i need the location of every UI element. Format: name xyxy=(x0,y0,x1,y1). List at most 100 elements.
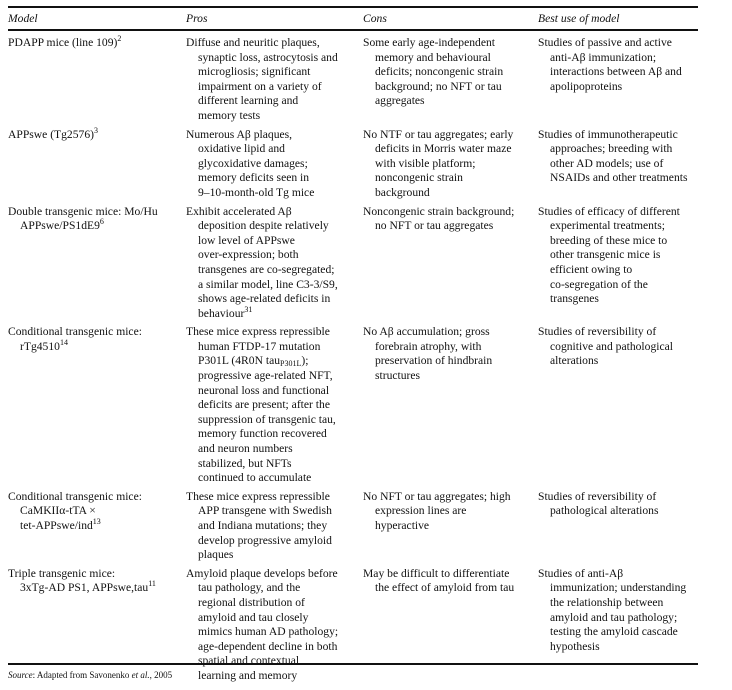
cell-line: expression lines are xyxy=(375,504,467,518)
cell-line: transgenes are co-segregated; xyxy=(198,262,335,276)
cons-cell: Noncongenic strain background; no NFT or … xyxy=(363,205,538,322)
cell-line: background xyxy=(375,185,430,199)
cell-line: pathological alterations xyxy=(550,504,659,518)
cell-line: Diffuse and neuritic plaques, xyxy=(186,36,320,49)
cell-line: with visible platform; xyxy=(375,156,476,170)
cell-line: hyperactive xyxy=(375,519,430,532)
bottom-rule xyxy=(8,663,698,665)
cell-line: tau pathology, and the xyxy=(198,581,301,595)
line-text: ); xyxy=(301,354,309,368)
cell-line: Studies of reversibility of xyxy=(538,489,657,503)
cell-line: efficient owing to xyxy=(550,262,633,276)
cons-cell: No NTF or tau aggregates; early deficits … xyxy=(363,128,538,201)
best-use-cell: Studies of passive and active anti-Aβ imm… xyxy=(538,36,698,124)
table-row: Double transgenic mice: Mo/Hu APPswe/PS1d… xyxy=(8,202,698,323)
cell-line: anti-Aβ immunization; xyxy=(550,50,657,64)
cell-line: a similar model, line C3-3/S9, xyxy=(198,277,338,291)
cons-cell: No NFT or tau aggregates; high expression… xyxy=(363,490,538,563)
cell-line: Studies of reversibility of xyxy=(538,325,657,339)
cell-line: deficits; noncongenic strain xyxy=(375,65,504,79)
cell-line: NSAIDs and other treatments xyxy=(550,171,688,185)
cell-line: P301L (4R0N tauP301L); xyxy=(186,354,363,369)
source-year: , 2005 xyxy=(149,670,173,680)
cell-line: develop progressive amyloid xyxy=(198,533,332,547)
reference-superscript: 11 xyxy=(148,579,156,589)
cell-line: different learning and xyxy=(198,94,299,108)
cell-line: regional distribution of xyxy=(198,595,305,609)
cell-line: breeding of these mice to xyxy=(550,233,668,247)
pros-cell: Numerous Aβ plaques, oxidative lipid and g… xyxy=(186,128,363,201)
cell-line: stabilized, but NFTs xyxy=(198,456,292,470)
cell-line: preservation of hindbrain xyxy=(375,354,493,368)
reference-superscript: 13 xyxy=(92,517,101,526)
cell-line: spatial and contextual xyxy=(198,654,300,668)
cell-line: Studies of passive and active xyxy=(538,36,672,49)
cell-line: memory and behavioural xyxy=(375,50,491,64)
best-use-cell: Studies of reversibility of pathological … xyxy=(538,490,698,563)
cell-line: transgenes xyxy=(550,292,599,306)
top-rule xyxy=(8,6,698,8)
reference-superscript: 3 xyxy=(94,125,98,135)
cell-line: Exhibit accelerated Aβ xyxy=(186,204,292,218)
cell-line: human FTDP-17 mutation xyxy=(198,339,321,353)
model-cell: Double transgenic mice: Mo/Hu APPswe/PS1d… xyxy=(8,205,186,322)
cell-line: These mice express repressible xyxy=(186,325,330,339)
cell-line: No Aβ accumulation; gross xyxy=(363,325,490,339)
best-use-cell: Studies of efficacy of different experime… xyxy=(538,205,698,322)
cell-line: APPswe/PS1dE96 xyxy=(8,218,186,234)
cell-line: alterations xyxy=(550,354,599,368)
cell-line: Triple transgenic mice: xyxy=(8,566,116,580)
header-model: Model xyxy=(8,12,38,25)
pros-cell: Diffuse and neuritic plaques, synaptic lo… xyxy=(186,36,363,124)
cell-line: age-dependent decline in both xyxy=(198,639,338,653)
model-cell: APPswe (Tg2576)3 xyxy=(8,125,186,201)
cell-line: glycoxidative damages; xyxy=(198,156,308,170)
cell-line: structures xyxy=(375,369,421,383)
cons-cell: May be difficult to differentiate the eff… xyxy=(363,567,538,684)
source-etal: et al. xyxy=(131,670,150,680)
cons-cell: Some early age-independent memory and beh… xyxy=(363,36,538,124)
cell-line: background; no NFT or tau xyxy=(375,79,502,93)
table-row: PDAPP mice (line 109)2 Diffuse and neurit… xyxy=(8,33,698,125)
model-cell: Triple transgenic mice: 3xTg-AD PS1, APPs… xyxy=(8,567,186,684)
cell-line: neuronal loss and functional xyxy=(198,383,330,397)
cell-line: CaMKIIα-tTA × xyxy=(20,504,96,518)
cell-line: approaches; breeding with xyxy=(550,142,673,156)
best-use-cell: Studies of reversibility of cognitive and… xyxy=(538,325,698,486)
cell-line: Studies of immunotherapeutic xyxy=(538,127,678,141)
header-best-use: Best use of model xyxy=(538,12,620,25)
cell-line: other transgenic mice is xyxy=(550,248,661,262)
cell-line: May be difficult to differentiate xyxy=(363,566,510,580)
cell-line: interactions between Aβ and xyxy=(550,65,682,79)
cell-line: memory tests xyxy=(198,108,261,122)
cell-line: tet-APPswe/ind13 xyxy=(8,517,186,534)
cell-line: apolipoproteins xyxy=(550,79,623,93)
line-text: APPswe/PS1dE9 xyxy=(20,219,100,233)
cell-line: the effect of amyloid from tau xyxy=(375,581,515,595)
cell-line: Conditional transgenic mice: xyxy=(8,325,142,339)
cell-line: deposition despite relatively xyxy=(198,219,329,233)
cell-line: 3xTg-AD PS1, APPswe,tau11 xyxy=(8,579,186,596)
cell-line: synaptic loss, astrocytosis and xyxy=(198,50,338,64)
table-row: Conditional transgenic mice: CaMKIIα-tTA … xyxy=(8,487,698,564)
cell-line: continued to accumulate xyxy=(198,471,312,485)
cell-line: deficits in Morris water maze xyxy=(375,142,512,156)
cell-line: deficits are present; after the xyxy=(198,398,330,412)
cell-line: No NFT or tau aggregates; high xyxy=(363,489,511,503)
reference-superscript: 2 xyxy=(117,34,122,43)
cell-line: forebrain atrophy, with xyxy=(375,339,482,353)
cell-line: suppression of transgenic tau, xyxy=(198,412,336,426)
mouse-models-table: Model Pros Cons Best use of model PDAPP … xyxy=(8,12,698,685)
cell-line: APPswe (Tg2576)3 xyxy=(8,125,186,143)
cell-line: No NTF or tau aggregates; early xyxy=(363,127,514,141)
cell-line: impairment on a variety of xyxy=(198,79,322,93)
cell-line: testing the amyloid cascade xyxy=(550,625,678,639)
table-header: Model Pros Cons Best use of model xyxy=(8,12,698,29)
pros-cell: Amyloid plaque develops before tau pathol… xyxy=(186,567,363,684)
cell-line: learning and memory xyxy=(198,668,298,682)
line-text: P301L (4R0N tau xyxy=(198,354,281,368)
cell-line: 9–10-month-old Tg mice xyxy=(198,185,315,199)
header-rule xyxy=(8,29,698,31)
model-cell: Conditional transgenic mice: rTg451014 xyxy=(8,325,186,486)
line-text: tet-APPswe/ind xyxy=(20,519,93,532)
